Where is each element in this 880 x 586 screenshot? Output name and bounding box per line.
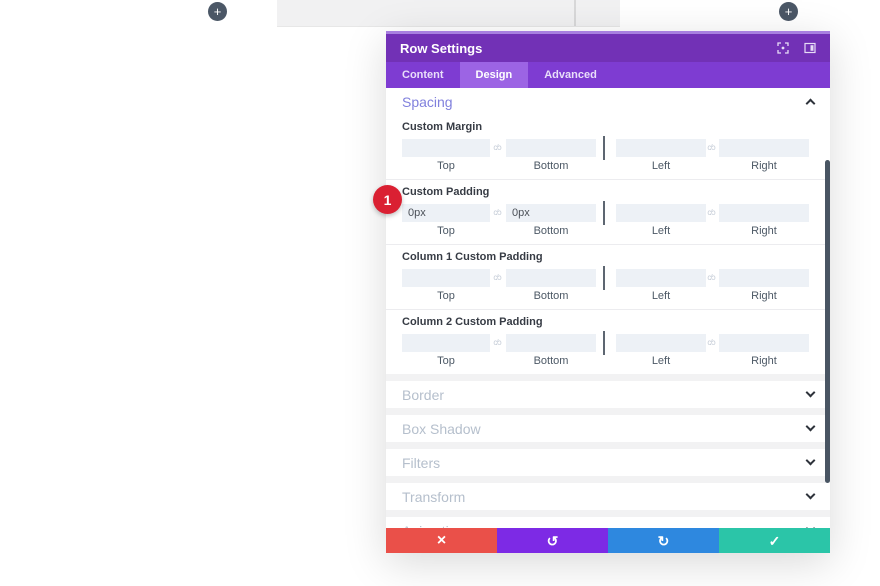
left-input[interactable] (616, 269, 706, 287)
field-label-top: Top (437, 290, 455, 302)
field-label-left: Left (651, 225, 671, 237)
add-section-button[interactable]: + (208, 2, 227, 21)
section-filters[interactable]: Filters (386, 449, 830, 476)
field-label-right: Right (751, 160, 777, 172)
left-input[interactable] (616, 139, 706, 157)
group-custom-padding: Custom Padding c/ɔ c/ɔ Top Bottom Left R… (386, 180, 830, 245)
field-label-top: Top (437, 355, 455, 367)
link-values-icon[interactable]: c/ɔ (493, 143, 501, 152)
plus-icon: + (784, 4, 793, 19)
link-values-icon[interactable]: c/ɔ (493, 338, 501, 347)
modal-top-strip (386, 31, 830, 34)
field-label-right: Right (751, 355, 777, 367)
field-label-right: Right (751, 225, 777, 237)
chevron-down-icon (805, 387, 816, 398)
modal-title: Row Settings (400, 40, 483, 56)
modal-footer: × ↺ ↻ ✓ (386, 528, 830, 553)
section-title: Spacing (402, 93, 453, 110)
group-column-2-custom-padding: Column 2 Custom Padding c/ɔ c/ɔ Top Bott… (386, 310, 830, 374)
bottom-input[interactable] (506, 204, 596, 222)
page-content-block (277, 0, 620, 27)
field-label-bottom: Bottom (533, 290, 569, 302)
field-label-right: Right (751, 290, 777, 302)
link-values-icon[interactable]: c/ɔ (707, 273, 715, 282)
tab-design[interactable]: Design (459, 62, 529, 88)
expand-icon[interactable] (777, 42, 789, 54)
chevron-down-icon (805, 489, 816, 500)
scrollbar[interactable] (825, 160, 830, 483)
field-label-bottom: Bottom (533, 225, 569, 237)
link-values-icon[interactable]: c/ɔ (707, 338, 715, 347)
section-spacing-header[interactable]: Spacing (386, 88, 830, 115)
group-custom-margin: Custom Margin c/ɔ c/ɔ Top Bottom Left Ri… (386, 115, 830, 180)
redo-button[interactable]: ↻ (608, 528, 719, 553)
top-input[interactable] (402, 204, 490, 222)
top-input[interactable] (402, 269, 490, 287)
modal-header: Row Settings (386, 34, 830, 62)
column-divider (574, 0, 576, 26)
field-label-top: Top (437, 160, 455, 172)
left-input[interactable] (616, 334, 706, 352)
add-section-button[interactable]: + (779, 2, 798, 21)
fields-divider (603, 136, 605, 160)
section-border[interactable]: Border (386, 381, 830, 408)
link-values-icon[interactable]: c/ɔ (493, 273, 501, 282)
redo-icon: ↻ (657, 532, 670, 549)
bottom-input[interactable] (506, 334, 596, 352)
field-label-bottom: Bottom (533, 160, 569, 172)
annotation-badge-1: 1 (373, 185, 402, 214)
modal-body: Spacing Custom Margin c/ɔ c/ɔ Top Botto (386, 88, 830, 553)
group-column-1-custom-padding: Column 1 Custom Padding c/ɔ c/ɔ Top Bott… (386, 245, 830, 310)
discard-button[interactable]: × (386, 528, 497, 553)
top-input[interactable] (402, 334, 490, 352)
right-input[interactable] (719, 334, 809, 352)
bottom-input[interactable] (506, 269, 596, 287)
save-button[interactable]: ✓ (719, 528, 830, 553)
link-values-icon[interactable]: c/ɔ (707, 143, 715, 152)
field-label-left: Left (651, 355, 671, 367)
right-input[interactable] (719, 139, 809, 157)
bottom-input[interactable] (506, 139, 596, 157)
undo-icon: ↺ (546, 532, 559, 549)
plus-icon: + (213, 4, 222, 19)
fields-divider (603, 201, 605, 225)
left-input[interactable] (616, 204, 706, 222)
section-spacing: Spacing Custom Margin c/ɔ c/ɔ Top Botto (386, 88, 830, 374)
fields-divider (603, 331, 605, 355)
settings-tab-bar: Content Design Advanced (386, 62, 830, 88)
field-label-left: Left (651, 160, 671, 172)
group-label: Custom Padding (402, 186, 490, 198)
field-label-left: Left (651, 290, 671, 302)
chevron-down-icon (805, 421, 816, 432)
tab-advanced[interactable]: Advanced (544, 69, 597, 81)
link-values-icon[interactable]: c/ɔ (493, 208, 501, 217)
section-transform[interactable]: Transform (386, 483, 830, 510)
tab-content[interactable]: Content (402, 69, 444, 81)
close-icon: × (436, 531, 447, 549)
check-icon: ✓ (768, 532, 781, 549)
top-input[interactable] (402, 139, 490, 157)
section-box-shadow[interactable]: Box Shadow (386, 415, 830, 442)
field-label-top: Top (437, 225, 455, 237)
group-label: Column 1 Custom Padding (402, 251, 543, 263)
row-settings-modal: Row Settings Content Design Advanced (386, 31, 830, 553)
right-input[interactable] (719, 204, 809, 222)
right-input[interactable] (719, 269, 809, 287)
undo-button[interactable]: ↺ (497, 528, 608, 553)
fields-divider (603, 266, 605, 290)
link-values-icon[interactable]: c/ɔ (707, 208, 715, 217)
chevron-up-icon (805, 98, 816, 109)
dock-panel-icon[interactable] (804, 42, 816, 54)
chevron-down-icon (805, 455, 816, 466)
group-label: Column 2 Custom Padding (402, 316, 543, 328)
field-label-bottom: Bottom (533, 355, 569, 367)
group-label: Custom Margin (402, 121, 483, 133)
